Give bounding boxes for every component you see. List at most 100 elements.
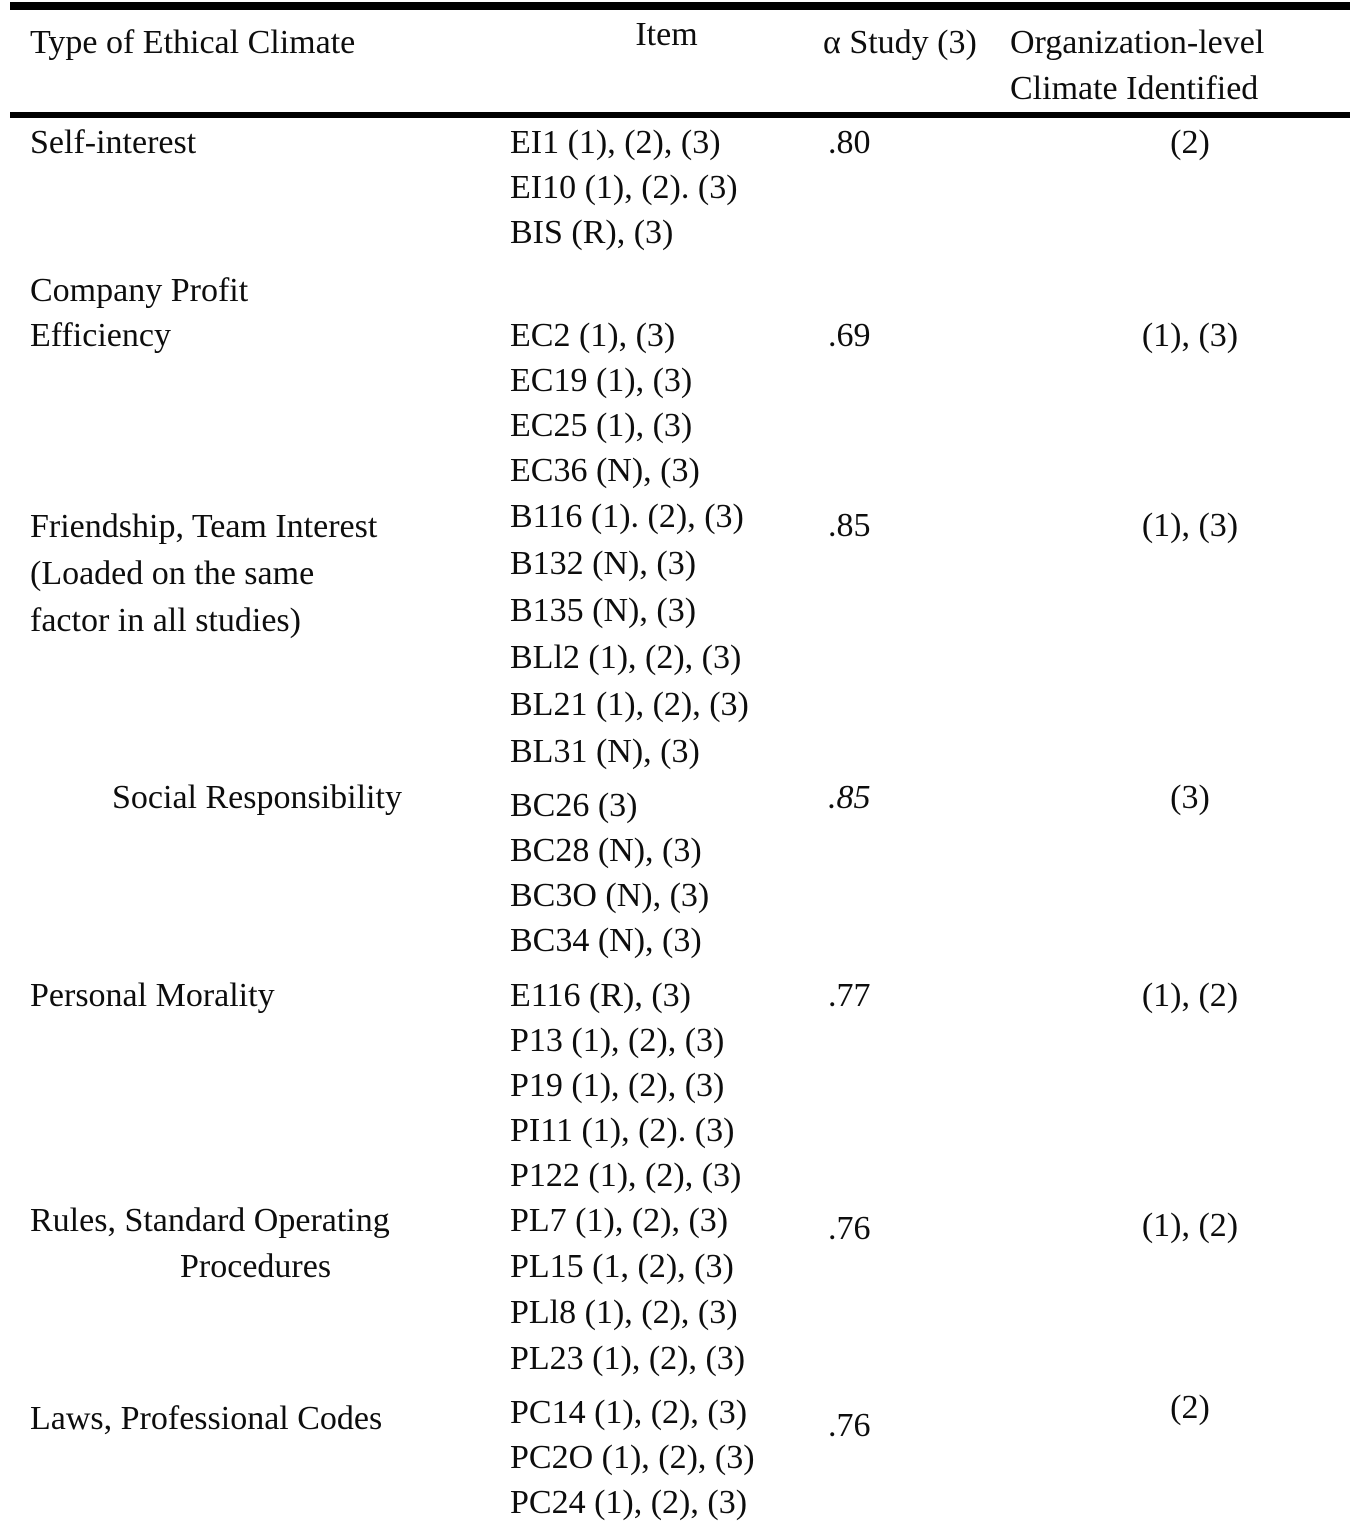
climate-label-cell: Self-interest xyxy=(30,120,510,255)
identified-value: (1), (3) xyxy=(1141,507,1239,544)
item-code: BC34 (N), (3) xyxy=(510,922,702,959)
climate-label-cell: Personal Morality xyxy=(30,973,510,1198)
identified-cell: (2) xyxy=(1035,120,1345,255)
identified-value: (1), (3) xyxy=(1141,317,1239,354)
item-cell: BC26 (3) BC28 (N), (3) BC3O (N), (3) BC3… xyxy=(510,783,823,963)
item-cell: PC14 (1), (2), (3) PC2O (1), (2), (3) PC… xyxy=(510,1390,823,1525)
item-code: P19 (1), (2), (3) xyxy=(510,1067,725,1104)
climate-label: Personal Morality xyxy=(30,977,275,1014)
climate-label: Laws, Professional Codes xyxy=(30,1400,383,1437)
alpha-value: .76 xyxy=(828,1210,871,1247)
item-code: EI10 (1), (2). (3) xyxy=(510,169,738,206)
item-code: PL7 (1), (2), (3) xyxy=(510,1202,729,1239)
section-self-interest: Self-interest EI1 (1), (2), (3) EI10 (1)… xyxy=(0,120,1359,255)
header-item: Item xyxy=(635,16,698,53)
identified-value: (1), (2) xyxy=(1141,977,1239,1014)
item-code: BC28 (N), (3) xyxy=(510,832,702,869)
alpha-value: .85 xyxy=(828,507,871,544)
alpha-value: .85 xyxy=(828,779,871,816)
item-code: PLl8 (1), (2), (3) xyxy=(510,1294,738,1331)
table-top-rule xyxy=(10,2,1350,10)
section-rules-standard-operating-procedures: Rules, Standard Operating Procedures PL7… xyxy=(0,1198,1359,1382)
climate-label: Friendship, Team Interest xyxy=(30,508,378,545)
item-code: P13 (1), (2), (3) xyxy=(510,1022,725,1059)
item-code: BC3O (N), (3) xyxy=(510,877,710,914)
climate-label-note: factor in all studies) xyxy=(30,602,301,639)
identified-cell xyxy=(1035,268,1345,313)
item-code: EI1 (1), (2), (3) xyxy=(510,124,721,161)
climate-label: Rules, Standard Operating xyxy=(30,1202,390,1239)
item-cell xyxy=(510,268,823,313)
identified-cell: (1), (3) xyxy=(1035,502,1345,775)
item-code: EC36 (N), (3) xyxy=(510,452,700,489)
item-code: BL21 (1), (2), (3) xyxy=(510,686,749,723)
item-code: B135 (N), (3) xyxy=(510,592,697,629)
item-code: B116 (1). (2), (3) xyxy=(510,498,744,535)
table-header-row: Type of Ethical Climate Item α Study (3)… xyxy=(0,10,1359,112)
item-code: BLl2 (1), (2), (3) xyxy=(510,639,742,676)
climate-label: Company Profit xyxy=(30,272,249,309)
item-code: PI11 (1), (2). (3) xyxy=(510,1112,735,1149)
alpha-cell: .76 xyxy=(823,1206,1035,1382)
alpha-cell: .85 xyxy=(823,502,1035,775)
alpha-value: .69 xyxy=(828,317,871,354)
climate-label-cell: Laws, Professional Codes xyxy=(30,1396,510,1525)
climate-label-cell: Social Responsibility xyxy=(30,775,510,963)
header-bottom-rule xyxy=(10,112,1350,118)
climate-label-cell: Rules, Standard Operating Procedures xyxy=(30,1198,510,1382)
climate-label: Social Responsibility xyxy=(112,779,402,816)
header-alpha-study: α Study (3) xyxy=(823,24,977,61)
item-cell: B116 (1). (2), (3) B132 (N), (3) B135 (N… xyxy=(510,493,823,775)
item-code: PC2O (1), (2), (3) xyxy=(510,1439,755,1476)
alpha-value: .77 xyxy=(828,977,871,1014)
identified-value: (2) xyxy=(1170,124,1210,161)
header-organization-level-line1: Organization-level xyxy=(1010,24,1265,61)
identified-cell: (2) xyxy=(1035,1385,1345,1525)
alpha-cell: .69 xyxy=(823,313,1035,493)
alpha-value: .76 xyxy=(828,1407,871,1444)
identified-cell: (1), (2) xyxy=(1035,1203,1345,1382)
header-type-of-ethical-climate: Type of Ethical Climate xyxy=(30,24,356,61)
identified-value: (1), (2) xyxy=(1141,1207,1239,1244)
section-social-responsibility: Social Responsibility BC26 (3) BC28 (N),… xyxy=(0,775,1359,963)
climate-label-cell: Friendship, Team Interest (Loaded on the… xyxy=(30,503,510,775)
identified-value: (2) xyxy=(1170,1389,1210,1426)
section-laws-professional-codes: Laws, Professional Codes PC14 (1), (2), … xyxy=(0,1389,1359,1525)
item-cell: EC2 (1), (3) EC19 (1), (3) EC25 (1), (3)… xyxy=(510,313,823,493)
item-code: PL15 (1, (2), (3) xyxy=(510,1248,734,1285)
item-code: BC26 (3) xyxy=(510,787,638,824)
climate-label: Self-interest xyxy=(30,124,197,161)
item-code: EC19 (1), (3) xyxy=(510,362,693,399)
item-code: EC25 (1), (3) xyxy=(510,407,693,444)
alpha-cell: .77 xyxy=(823,973,1035,1198)
item-code: PL23 (1), (2), (3) xyxy=(510,1340,746,1377)
section-friendship-team-interest: Friendship, Team Interest (Loaded on the… xyxy=(0,493,1359,775)
climate-label-line2: Procedures xyxy=(180,1248,332,1285)
climate-label: Efficiency xyxy=(30,317,171,354)
section-efficiency: Efficiency EC2 (1), (3) EC19 (1), (3) EC… xyxy=(0,313,1359,493)
identified-cell: (1), (3) xyxy=(1035,313,1345,493)
item-code: PC14 (1), (2), (3) xyxy=(510,1394,748,1431)
climate-label-cell: Company Profit xyxy=(30,268,510,313)
item-code: PC24 (1), (2), (3) xyxy=(510,1484,748,1521)
item-code: E116 (R), (3) xyxy=(510,977,691,1014)
identified-cell: (3) xyxy=(1035,775,1345,963)
climate-label-cell: Efficiency xyxy=(30,313,510,493)
alpha-cell xyxy=(823,268,1035,313)
climate-label-note: (Loaded on the same xyxy=(30,555,315,592)
identified-value: (3) xyxy=(1170,779,1210,816)
item-code: P122 (1), (2), (3) xyxy=(510,1157,742,1194)
header-organization-level-line2: Climate Identified xyxy=(1010,70,1259,107)
section-company-profit: Company Profit xyxy=(0,268,1359,313)
alpha-cell: .76 xyxy=(823,1403,1035,1525)
item-code: B132 (N), (3) xyxy=(510,545,697,582)
header-organization-level-climate: Organization-level Climate Identified xyxy=(1010,20,1320,112)
item-cell: PL7 (1), (2), (3) PL15 (1, (2), (3) PLl8… xyxy=(510,1198,823,1382)
item-cell: E116 (R), (3) P13 (1), (2), (3) P19 (1),… xyxy=(510,973,823,1198)
section-personal-morality: Personal Morality E116 (R), (3) P13 (1),… xyxy=(0,973,1359,1198)
item-code: BL31 (N), (3) xyxy=(510,733,700,770)
alpha-cell: .85 xyxy=(823,775,1035,963)
alpha-cell: .80 xyxy=(823,120,1035,255)
item-code: EC2 (1), (3) xyxy=(510,317,676,354)
